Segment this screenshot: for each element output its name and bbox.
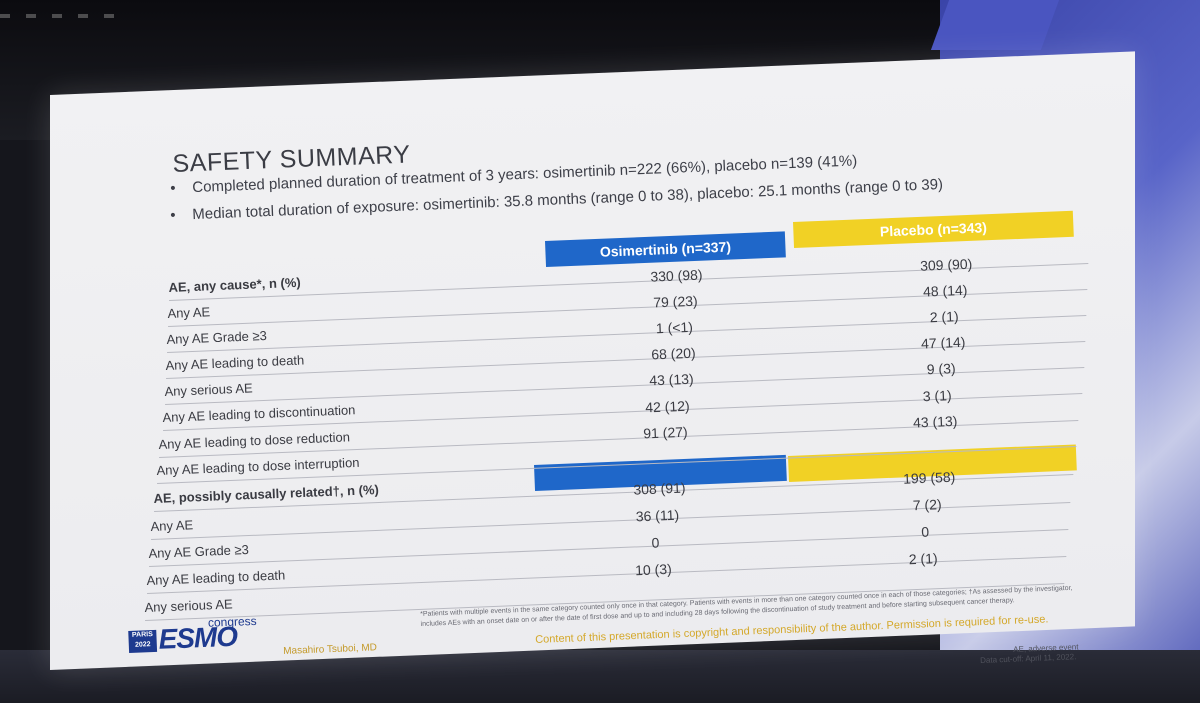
logo-city-badge: PARIS 2022 [128,629,158,653]
row-label: AE, any cause*, n (%) [168,274,301,295]
logo-suffix: congress [207,613,257,630]
row-label: Any serious AE [144,596,233,615]
logo-year: 2022 [134,641,151,649]
row-label: Any serious AE [164,380,253,399]
row-label: Any AE leading to dose interruption [156,454,360,478]
row-label: Any AE [167,304,211,321]
row-label: Any AE leading to dose reduction [158,429,351,452]
row-label: Any AE leading to death [146,567,286,588]
row-label: Any AE Grade ≥3 [166,327,268,347]
row-label: Any AE leading to death [165,352,305,373]
ceiling-lights [0,14,120,18]
row-label: Any AE [150,517,194,534]
row-label: AE, possibly causally related†, n (%) [153,481,380,506]
row-label: Any AE Grade ≥3 [148,541,250,561]
row-label: Any AE leading to discontinuation [162,402,356,425]
logo-city: PARIS [131,631,153,639]
